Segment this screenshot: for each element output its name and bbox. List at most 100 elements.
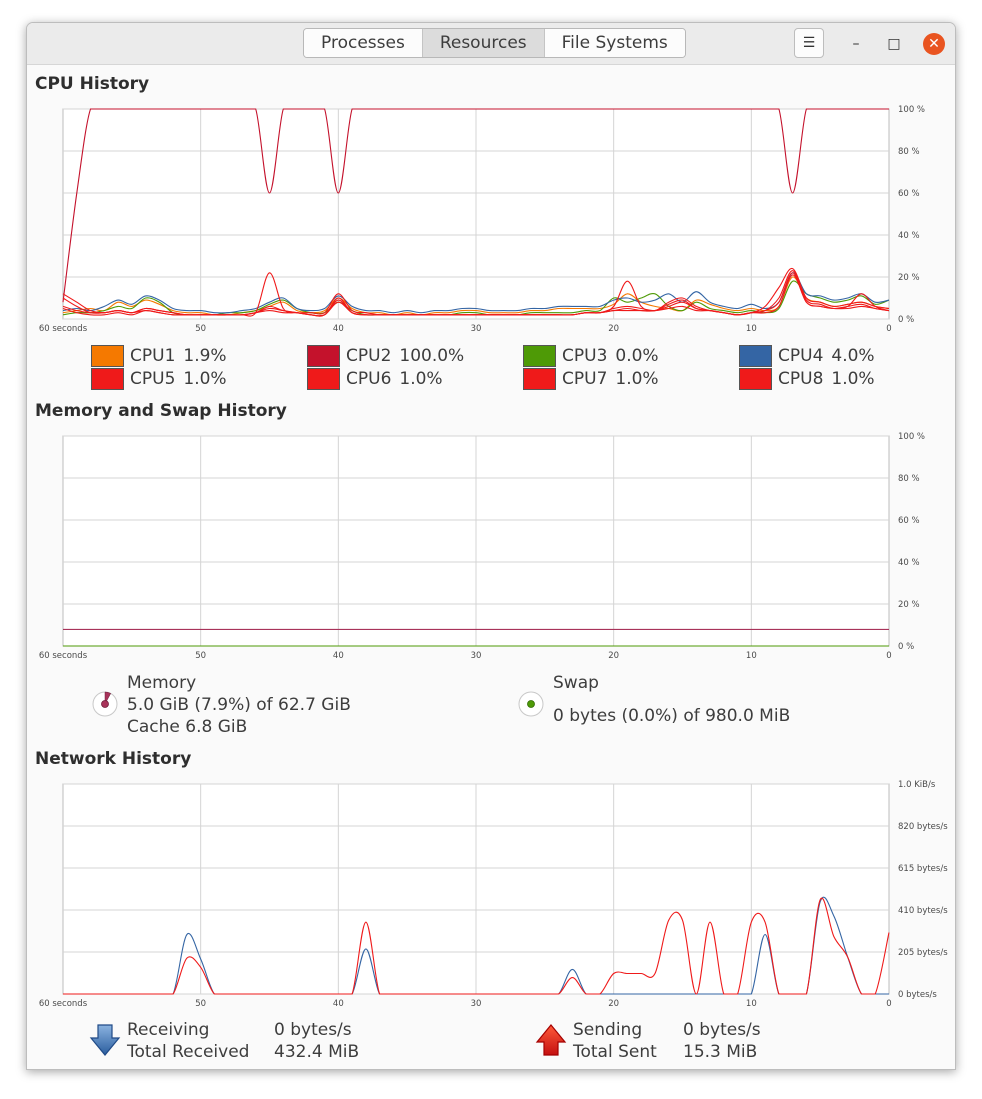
network-y-tick-label: 1.0 KiB/s [898, 780, 936, 790]
cpu-color-swatch[interactable] [91, 368, 124, 390]
cpu-x-tick-label: 20 [608, 324, 619, 334]
memory-history-title: Memory and Swap History [35, 401, 287, 421]
cpu-y-tick-label: 40 % [898, 231, 920, 241]
cpu-legend-value: 0.0% [615, 346, 659, 366]
cpu-color-swatch[interactable] [91, 345, 124, 367]
cpu-legend-name: CPU1 [130, 346, 176, 366]
menu-button[interactable]: ☰ [794, 28, 824, 58]
memory-y-tick-label: 80 % [898, 474, 920, 484]
memory-y-tick-label: 0 % [898, 642, 914, 652]
cpu-legend-value: 1.0% [615, 369, 659, 389]
network-x-tick-label: 0 [886, 999, 891, 1009]
cpu-chart-svg: 100 % 80 % 60 % 40 % 20 % 0 % 60 seconds 50 40 30… [39, 105, 925, 334]
network-x-tick-label: 30 [471, 999, 482, 1009]
receiving-value: 0 bytes/s [274, 1020, 352, 1040]
network-y-tick-label: 410 bytes/s [898, 906, 948, 916]
network-history-title: Network History [35, 749, 192, 769]
header-bar: Processes Resources File Systems ☰ – □ ✕ [27, 23, 955, 65]
swap-info: Swap 0 bytes (0.0%) of 980.0 MiB [553, 672, 790, 727]
total-received-value: 432.4 MiB [274, 1042, 360, 1062]
swap-pie-icon [518, 691, 544, 717]
memory-pie-icon [92, 691, 118, 717]
sending-info: Sending 0 bytes/s Total Sent 15.3 MiB [573, 1019, 761, 1063]
cpu-legend-name: CPU6 [346, 369, 392, 389]
receiving-info: Receiving 0 bytes/s Total Received 432.4 M… [127, 1019, 359, 1063]
cpu-legend-value: 1.0% [183, 369, 227, 389]
network-y-tick-label: 615 bytes/s [898, 864, 948, 874]
sending-arrow-icon [535, 1024, 567, 1056]
tab-resources[interactable]: Resources [422, 29, 545, 57]
cpu-legend-value: 1.0% [831, 369, 875, 389]
network-y-tick-label: 820 bytes/s [898, 822, 948, 832]
cpu-color-swatch[interactable] [523, 345, 556, 367]
cpu-legend-item[interactable]: CPU2 100.0% [307, 345, 464, 367]
cpu-y-tick-label: 20 % [898, 273, 920, 283]
cpu-color-swatch[interactable] [739, 345, 772, 367]
tab-processes[interactable]: Processes [304, 29, 423, 57]
cpu-history-title: CPU History [35, 74, 150, 94]
cpu-legend-item[interactable]: CPU5 1.0% [91, 368, 227, 390]
cpu-x-tick-label: 0 [886, 324, 891, 334]
receiving-label: Receiving [127, 1020, 210, 1040]
cpu-legend-value: 4.0% [831, 346, 875, 366]
cpu-legend-name: CPU4 [778, 346, 824, 366]
memory-usage: 5.0 GiB (7.9%) of 62.7 GiB [127, 695, 351, 715]
cpu-legend-value: 100.0% [399, 346, 465, 366]
memory-y-tick-label: 20 % [898, 600, 920, 610]
cpu-y-tick-label: 80 % [898, 147, 920, 157]
memory-y-tick-label: 40 % [898, 558, 920, 568]
memory-history-graph: 100 % 80 % 60 % 40 % 20 % 0 % 60 seconds 50 40 30… [27, 420, 955, 670]
cpu-legend: CPU1 1.9% CPU2 100.0% CPU3 0.0% CPU4 4.0% CPU5 1.… [91, 345, 891, 393]
maximize-icon: □ [887, 36, 901, 52]
cpu-legend-item[interactable]: CPU4 4.0% [739, 345, 875, 367]
memory-y-tick-label: 100 % [898, 432, 925, 442]
cpu-x-tick-label: 50 [195, 324, 206, 334]
memory-chart-svg: 100 % 80 % 60 % 40 % 20 % 0 % 60 seconds 50 40 30… [39, 432, 925, 661]
cpu-legend-name: CPU5 [130, 369, 176, 389]
memory-x-tick-label: 20 [608, 651, 619, 661]
total-received-label: Total Received [127, 1042, 250, 1062]
close-button[interactable]: ✕ [923, 33, 945, 55]
maximize-button[interactable]: □ [883, 33, 905, 55]
receiving-arrow-icon [89, 1024, 121, 1056]
cpu-legend-item[interactable]: CPU6 1.0% [307, 368, 443, 390]
network-history-graph: 1.0 KiB/s 820 bytes/s 615 bytes/s 410 bytes… [27, 768, 955, 1018]
cpu-series-cpu8 [62, 274, 890, 317]
cpu-series-cpu4 [62, 272, 890, 314]
total-sent-label: Total Sent [573, 1042, 657, 1062]
tab-file-systems[interactable]: File Systems [544, 29, 685, 57]
cpu-color-swatch[interactable] [307, 368, 340, 390]
network-y-tick-label: 205 bytes/s [898, 948, 948, 958]
sending-value: 0 bytes/s [683, 1020, 761, 1040]
cpu-legend-name: CPU8 [778, 369, 824, 389]
system-monitor-window: Processes Resources File Systems ☰ – □ ✕… [26, 22, 956, 1070]
network-x-tick-label: 50 [195, 999, 206, 1009]
cpu-color-swatch[interactable] [307, 345, 340, 367]
cpu-color-swatch[interactable] [739, 368, 772, 390]
cpu-legend-item[interactable]: CPU3 0.0% [523, 345, 659, 367]
cpu-y-tick-label: 0 % [898, 315, 914, 325]
network-series-sending [63, 897, 890, 995]
memory-x-tick-label: 40 [333, 651, 344, 661]
minimize-button[interactable]: – [845, 33, 867, 55]
cpu-legend-item[interactable]: CPU1 1.9% [91, 345, 227, 367]
cpu-legend-item[interactable]: CPU8 1.0% [739, 368, 875, 390]
cpu-history-graph: 100 % 80 % 60 % 40 % 20 % 0 % 60 seconds 50 40 30… [27, 93, 955, 343]
memory-x-tick-label: 0 [886, 651, 891, 661]
cpu-x-tick-label: 60 seconds [39, 324, 88, 334]
network-x-tick-label: 40 [333, 999, 344, 1009]
cpu-legend-value: 1.9% [183, 346, 227, 366]
memory-x-tick-label: 10 [746, 651, 757, 661]
cpu-color-swatch[interactable] [523, 368, 556, 390]
network-chart-svg: 1.0 KiB/s 820 bytes/s 615 bytes/s 410 bytes… [39, 780, 948, 1009]
cpu-legend-item[interactable]: CPU7 1.0% [523, 368, 659, 390]
network-x-tick-label: 10 [746, 999, 757, 1009]
network-x-tick-label: 60 seconds [39, 999, 88, 1009]
memory-info: Memory 5.0 GiB (7.9%) of 62.7 GiB Cache … [127, 672, 351, 738]
cpu-y-tick-label: 100 % [898, 105, 925, 115]
cpu-legend-value: 1.0% [399, 369, 443, 389]
sending-label: Sending [573, 1020, 643, 1040]
close-icon: ✕ [928, 36, 940, 52]
cpu-x-tick-label: 40 [333, 324, 344, 334]
memory-x-tick-label: 30 [471, 651, 482, 661]
